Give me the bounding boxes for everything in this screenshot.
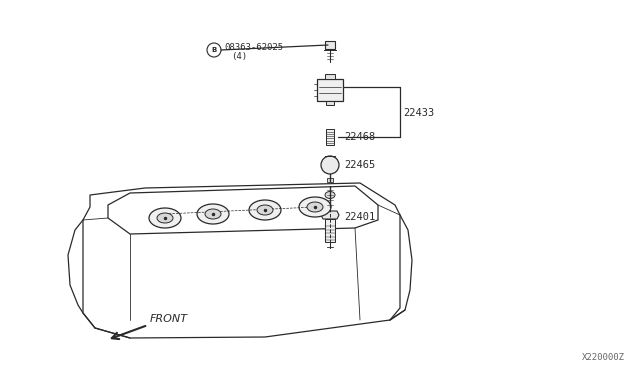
Text: 22465: 22465	[344, 160, 375, 170]
Bar	[326, 129, 334, 145]
Text: FRONT: FRONT	[150, 314, 188, 324]
Bar	[325, 41, 335, 49]
Bar	[326, 101, 334, 105]
Bar	[327, 178, 333, 182]
Text: 08363-62025: 08363-62025	[224, 42, 283, 51]
Text: X220000Z: X220000Z	[582, 353, 625, 362]
Polygon shape	[321, 211, 339, 219]
Bar	[317, 79, 343, 101]
Text: (4): (4)	[231, 52, 247, 61]
Ellipse shape	[257, 205, 273, 215]
Text: 22401: 22401	[344, 212, 375, 222]
Ellipse shape	[149, 208, 181, 228]
Bar	[325, 219, 335, 242]
Ellipse shape	[325, 192, 335, 199]
Text: 22433: 22433	[403, 108, 435, 118]
Text: 22468: 22468	[344, 132, 375, 142]
Ellipse shape	[205, 209, 221, 219]
Ellipse shape	[307, 202, 323, 212]
Text: B: B	[211, 47, 216, 53]
Ellipse shape	[249, 200, 281, 220]
Bar	[325, 74, 335, 79]
Ellipse shape	[157, 213, 173, 223]
Ellipse shape	[197, 204, 229, 224]
Circle shape	[321, 156, 339, 174]
Ellipse shape	[299, 197, 331, 217]
